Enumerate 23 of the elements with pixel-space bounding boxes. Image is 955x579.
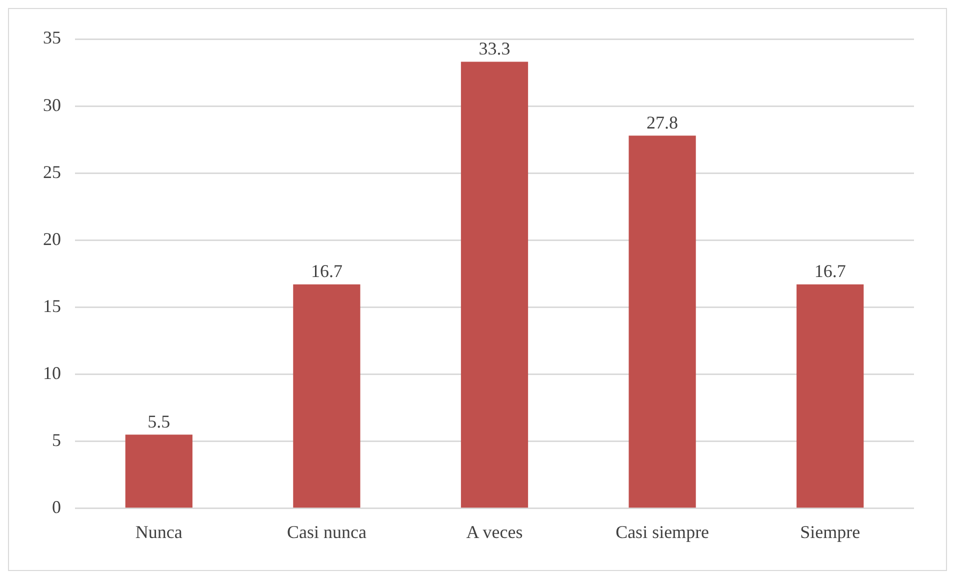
bar: [460, 62, 528, 508]
x-tick-label: Casi siempre: [616, 522, 710, 542]
x-tick-label: Siempre: [800, 522, 860, 542]
bar: [628, 136, 696, 508]
y-tick-label: 25: [43, 162, 61, 182]
y-tick-label: 35: [43, 28, 61, 48]
y-tick-label: 20: [43, 228, 61, 249]
y-tick-label: 15: [43, 296, 61, 316]
data-label: 16.7: [814, 261, 846, 282]
y-tick-label: 0: [52, 497, 61, 518]
y-tick-label: 10: [43, 363, 61, 384]
bar: [125, 434, 192, 508]
y-tick-label: 5: [52, 430, 61, 450]
data-label: 16.7: [310, 261, 342, 282]
x-tick-label: Nunca: [135, 522, 182, 542]
data-label: 27.8: [646, 112, 678, 132]
y-tick-label: 30: [43, 94, 61, 115]
x-tick-label: A veces: [466, 522, 523, 542]
data-label: 33.3: [478, 38, 510, 59]
data-label: 5.5: [148, 411, 170, 432]
x-tick-label: Casi nunca: [286, 522, 366, 542]
bar: [796, 284, 864, 508]
bar: [293, 284, 360, 508]
